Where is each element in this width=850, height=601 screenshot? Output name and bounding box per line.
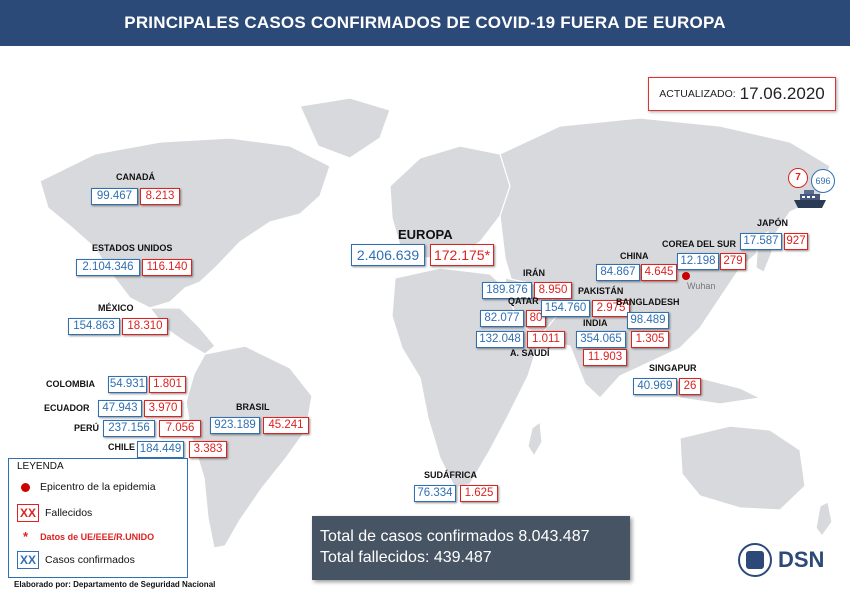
deaths-singapore: 26	[679, 378, 701, 395]
deaths-peru: 7.056	[159, 420, 201, 437]
total-deaths: Total fallecidos: 439.487	[320, 549, 492, 566]
north-america-shape	[39, 137, 331, 309]
confirmed-qatar: 82.077	[480, 310, 524, 327]
totals-box: Total de casos confirmados 8.043.487 Tot…	[312, 516, 630, 580]
legend-title: LEYENDA	[17, 461, 64, 472]
cruise-ship-icon	[794, 190, 826, 208]
legend-epicenter-label: Epicentro de la epidemia	[40, 481, 156, 493]
deaths-korea: 279	[720, 253, 746, 270]
dsn-logo: DSN	[738, 543, 824, 577]
country-name-iran: IRÁN	[523, 268, 545, 278]
wuhan-label: Wuhan	[687, 281, 716, 291]
epicenter-dot-icon	[21, 482, 30, 492]
legend-confirmed-label: Casos confirmados	[45, 554, 135, 566]
deaths-japan: 927	[784, 233, 808, 250]
deaths-brasil: 45.241	[263, 417, 309, 434]
confirmed-usa: 2.104.346	[76, 259, 140, 276]
confirmed-mexico: 154.863	[68, 318, 120, 335]
country-name-mexico: MÉXICO	[98, 303, 134, 313]
deaths-europe: 172.175*	[430, 244, 494, 266]
legend-row-epicenter: Epicentro de la epidemia	[17, 481, 156, 493]
credit-line: Elaborado por: Departamento de Seguridad…	[14, 580, 216, 589]
confirmed-india: 354.065	[576, 331, 626, 348]
deaths-canada: 8.213	[140, 188, 180, 205]
deaths-bangladesh: 1.305	[631, 331, 669, 348]
updated-box: ACTUALIZADO: 17.06.2020	[648, 77, 836, 111]
confirmed-singapore: 40.969	[633, 378, 677, 395]
ship-deaths: 7	[788, 168, 808, 188]
legend-deaths-label: Fallecidos	[45, 507, 93, 519]
country-name-bangladesh: BANGLADESH	[616, 297, 680, 307]
country-name-brasil: BRASIL	[236, 402, 270, 412]
deaths-india: 11.903	[583, 349, 627, 366]
deaths-pakistan: 2.975	[592, 300, 630, 317]
confirmed-peru: 237.156	[103, 420, 155, 437]
madagascar-shape	[527, 420, 543, 458]
legend: LEYENDA Epicentro de la epidemia XX Fall…	[8, 458, 188, 578]
country-name-sudafrica: SUDÁFRICA	[424, 470, 477, 480]
new-zealand-shape	[815, 501, 833, 538]
country-name-india: INDIA	[583, 318, 608, 328]
legend-eu-label: Datos de UE/EEE/R.UNIDO	[40, 531, 155, 542]
confirmed-brasil: 923.189	[210, 417, 260, 434]
deaths-iran: 8.950	[534, 282, 572, 299]
confirmed-pakistan: 154.760	[541, 300, 590, 317]
region-name-europe: EUROPA	[398, 227, 453, 242]
total-confirmed: Total de casos confirmados 8.043.487	[320, 528, 590, 545]
confirmed-marker-icon: XX	[17, 551, 40, 569]
confirmed-saudi: 132.048	[476, 331, 524, 348]
deaths-usa: 116.140	[142, 259, 192, 276]
updated-label: ACTUALIZADO:	[659, 88, 736, 100]
deaths-ecuador: 3.970	[144, 400, 182, 417]
confirmed-japan: 17.587	[740, 233, 782, 250]
deaths-marker-icon: XX	[17, 504, 40, 522]
page-title: PRINCIPALES CASOS CONFIRMADOS DE COVID-1…	[0, 0, 850, 46]
australia-shape	[679, 425, 806, 511]
confirmed-bangladesh: 98.489	[627, 312, 669, 329]
deaths-sudafrica: 1.625	[460, 485, 498, 502]
confirmed-china: 84.867	[596, 264, 640, 281]
country-name-usa: ESTADOS UNIDOS	[92, 243, 173, 253]
asterisk-icon: *	[23, 529, 29, 544]
deaths-colombia: 1.801	[149, 376, 186, 393]
epicenter-marker	[682, 272, 690, 280]
country-name-saudi: A. SAUDÍ	[510, 348, 550, 358]
country-name-ecuador: ECUADOR	[44, 403, 90, 413]
country-name-qatar: QATAR	[508, 296, 539, 306]
dsn-logo-text: DSN	[778, 547, 825, 572]
confirmed-canada: 99.467	[91, 188, 138, 205]
confirmed-europe: 2.406.639	[351, 244, 425, 266]
country-name-japan: JAPÓN	[757, 218, 789, 228]
confirmed-ecuador: 47.943	[98, 400, 142, 417]
ship-confirmed: 696	[811, 169, 835, 193]
legend-row-eu: * Datos de UE/EEE/R.UNIDO	[17, 529, 154, 544]
confirmed-sudafrica: 76.334	[414, 485, 456, 502]
country-name-peru: PERÚ	[74, 423, 100, 433]
country-name-colombia: COLOMBIA	[46, 379, 95, 389]
deaths-chile: 3.383	[189, 441, 227, 458]
confirmed-colombia: 54.931	[108, 376, 147, 393]
deaths-saudi: 1.011	[527, 331, 565, 348]
country-name-china: CHINA	[620, 251, 649, 261]
country-name-korea: COREA DEL SUR	[662, 239, 737, 249]
country-name-chile: CHILE	[108, 442, 135, 452]
europe-shape	[389, 145, 511, 259]
legend-row-confirmed: XX Casos confirmados	[17, 551, 135, 569]
deaths-mexico: 18.310	[122, 318, 168, 335]
confirmed-iran: 189.876	[482, 282, 532, 299]
updated-date: 17.06.2020	[739, 84, 825, 103]
country-name-canada: CANADÁ	[116, 172, 155, 182]
country-name-singapore: SINGAPUR	[649, 363, 697, 373]
legend-row-deaths: XX Fallecidos	[17, 504, 92, 522]
confirmed-korea: 12.198	[677, 253, 719, 270]
country-name-pakistan: PAKISTÁN	[578, 286, 624, 296]
coat-of-arms-icon	[738, 543, 772, 577]
greenland-shape	[299, 97, 391, 159]
confirmed-chile: 184.449	[137, 441, 184, 458]
deaths-china: 4.645	[641, 264, 677, 281]
